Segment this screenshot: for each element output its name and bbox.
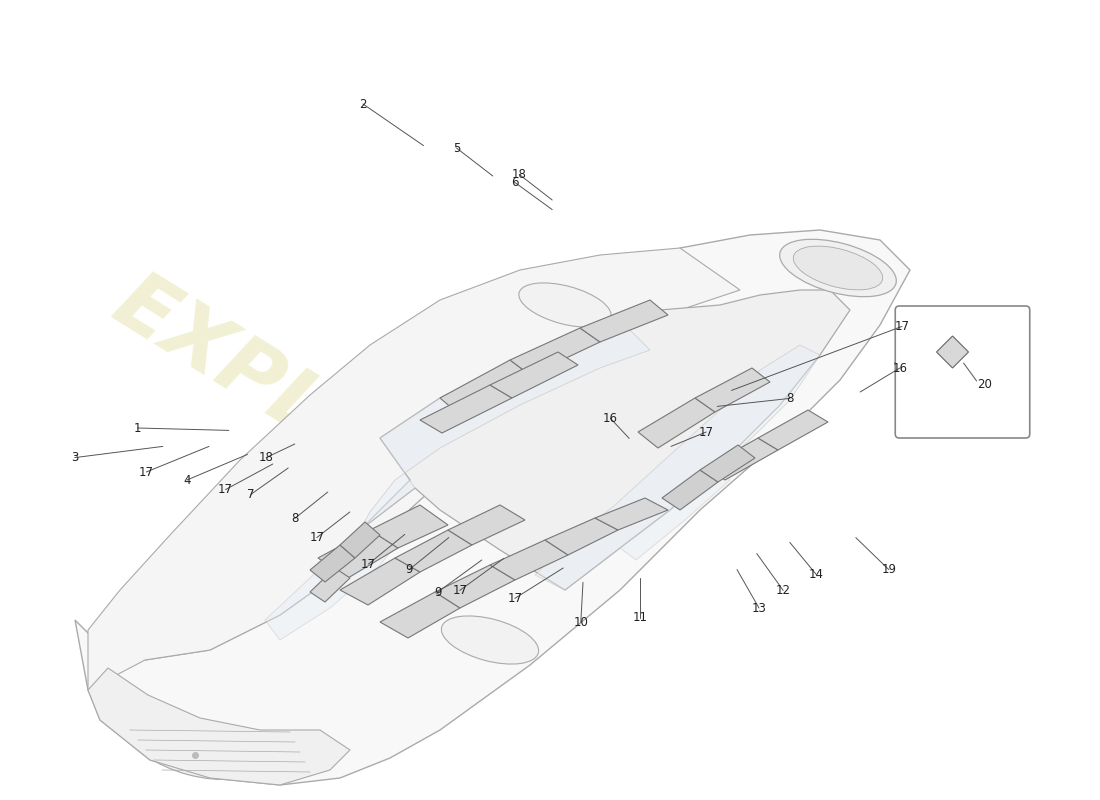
Polygon shape: [510, 328, 600, 375]
Polygon shape: [420, 385, 512, 433]
Polygon shape: [595, 498, 668, 530]
Text: 12: 12: [776, 584, 791, 597]
Polygon shape: [379, 592, 460, 638]
Polygon shape: [310, 568, 350, 602]
Text: 17: 17: [139, 466, 154, 478]
Text: a passion 0265: a passion 0265: [235, 462, 544, 678]
Text: 14: 14: [808, 568, 824, 581]
Text: 9: 9: [434, 586, 441, 598]
Text: 7: 7: [248, 488, 254, 501]
Text: 6: 6: [512, 176, 518, 189]
Polygon shape: [88, 668, 350, 785]
Polygon shape: [434, 565, 515, 608]
Polygon shape: [705, 438, 778, 480]
Polygon shape: [310, 545, 355, 582]
Polygon shape: [75, 230, 910, 785]
Text: 16: 16: [603, 412, 618, 425]
Text: 17: 17: [894, 320, 910, 333]
Text: 17: 17: [309, 531, 324, 544]
Polygon shape: [440, 360, 530, 415]
Ellipse shape: [793, 246, 882, 290]
Polygon shape: [544, 518, 618, 555]
Polygon shape: [490, 540, 568, 580]
Text: 11: 11: [632, 611, 648, 624]
Polygon shape: [448, 505, 525, 545]
Text: 10: 10: [573, 616, 588, 629]
Polygon shape: [620, 468, 730, 560]
Polygon shape: [695, 368, 770, 412]
Polygon shape: [395, 530, 472, 572]
Ellipse shape: [780, 239, 896, 297]
Text: 8: 8: [292, 512, 298, 525]
Text: 4: 4: [184, 474, 190, 486]
Polygon shape: [638, 398, 715, 448]
Text: 9: 9: [406, 563, 412, 576]
Text: 1: 1: [134, 422, 141, 434]
Polygon shape: [490, 352, 578, 398]
Text: 17: 17: [698, 426, 714, 438]
Polygon shape: [88, 248, 740, 690]
Ellipse shape: [441, 616, 539, 664]
Text: 18: 18: [258, 451, 274, 464]
Polygon shape: [340, 522, 379, 558]
Polygon shape: [662, 470, 718, 510]
Polygon shape: [318, 530, 398, 578]
Text: 17: 17: [452, 584, 468, 597]
Polygon shape: [265, 530, 400, 640]
Polygon shape: [580, 300, 668, 342]
Text: 16: 16: [892, 362, 907, 374]
Text: EXPLODING: EXPLODING: [99, 262, 602, 618]
Polygon shape: [360, 290, 850, 590]
Polygon shape: [758, 410, 828, 450]
Text: 20: 20: [977, 378, 992, 390]
Polygon shape: [535, 345, 820, 590]
Polygon shape: [936, 336, 968, 368]
FancyBboxPatch shape: [895, 306, 1030, 438]
Ellipse shape: [132, 717, 258, 779]
Text: 2: 2: [360, 98, 366, 110]
Polygon shape: [340, 558, 420, 605]
Text: 17: 17: [361, 558, 376, 570]
Text: 3: 3: [72, 451, 78, 464]
Text: 18: 18: [512, 168, 527, 181]
Text: 8: 8: [786, 392, 793, 405]
Text: 19: 19: [881, 563, 896, 576]
Text: 17: 17: [218, 483, 233, 496]
Text: 13: 13: [751, 602, 767, 614]
Ellipse shape: [519, 283, 612, 327]
Text: 17: 17: [507, 592, 522, 605]
Polygon shape: [360, 330, 650, 530]
Polygon shape: [700, 445, 755, 482]
Polygon shape: [370, 505, 448, 548]
Text: 5: 5: [453, 142, 460, 154]
Ellipse shape: [146, 724, 243, 772]
